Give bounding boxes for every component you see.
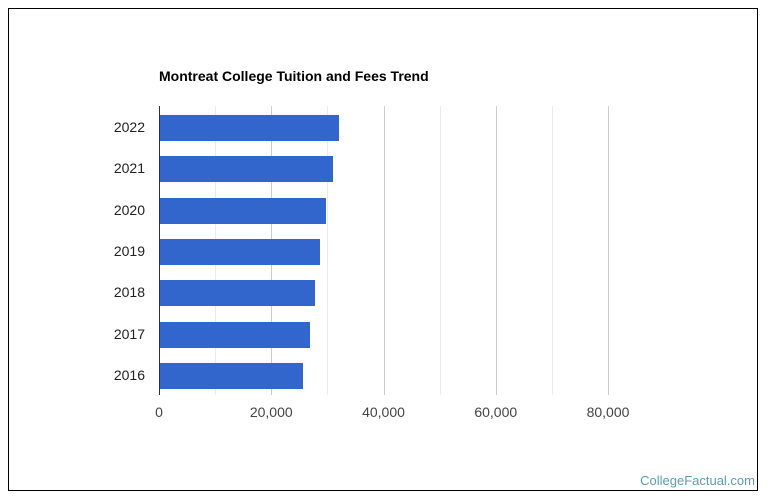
chart-title: Montreat College Tuition and Fees Trend: [159, 68, 429, 84]
bar-2018[interactable]: [159, 280, 315, 307]
bar-2019[interactable]: [159, 238, 320, 265]
y-tick-label: 2017: [113, 325, 145, 342]
y-tick-label: 2018: [113, 284, 145, 301]
gridline: [439, 106, 441, 395]
source-credit[interactable]: CollegeFactual.com: [640, 473, 755, 488]
y-tick-label: 2016: [113, 366, 145, 383]
y-tick-label: 2020: [113, 201, 145, 218]
gridline: [551, 106, 553, 395]
x-tick-label: 0: [155, 404, 163, 420]
y-tick-label: 2019: [113, 242, 145, 259]
chart-frame: [8, 8, 758, 491]
x-tick-label: 40,000: [362, 404, 405, 420]
bar-2017[interactable]: [159, 321, 310, 348]
bar-2016[interactable]: [159, 362, 303, 389]
x-tick-label: 60,000: [474, 404, 518, 420]
gridline: [495, 106, 497, 395]
plot-area: [159, 106, 609, 395]
y-tick-label: 2022: [113, 119, 145, 135]
x-tick-label: 20,000: [249, 404, 293, 420]
y-tick-label: 2021: [113, 160, 145, 177]
y-axis-line: [159, 106, 160, 395]
x-tick-label: 80,000: [586, 404, 630, 420]
bar-2021[interactable]: [159, 156, 333, 183]
bar-2022[interactable]: [159, 115, 339, 141]
gridline: [608, 106, 609, 395]
gridline: [327, 106, 329, 395]
bar-2020[interactable]: [159, 197, 326, 224]
gridline: [383, 106, 385, 395]
